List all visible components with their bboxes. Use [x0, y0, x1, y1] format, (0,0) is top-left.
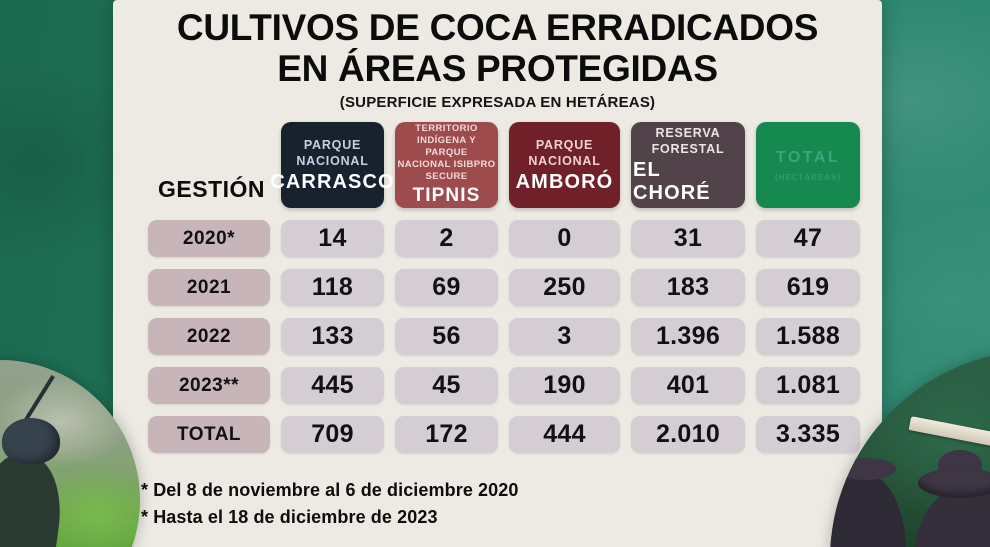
footnote-2023: * Hasta el 18 de diciembre de 2023: [141, 507, 438, 527]
cell-2022-carrasco: 133: [281, 318, 384, 355]
cell-total-amboro: 444: [509, 416, 620, 453]
cell-2023-amboro: 190: [509, 367, 620, 404]
column-header-carrasco-subtitle: PARQUE NACIONAL: [296, 137, 369, 168]
column-header-total-title: TOTAL: [775, 149, 841, 167]
cell-2022-total: 1.588: [756, 318, 860, 355]
cell-total-carrasco: 709: [281, 416, 384, 453]
cell-total-total: 3.335: [756, 416, 860, 453]
page-title-line-2: EN ÁREAS PROTEGIDAS: [277, 48, 718, 89]
row-header-label: GESTIÓN: [158, 176, 266, 202]
column-header-tipnis-title: TIPNIS: [412, 185, 481, 207]
worker-hat: [918, 468, 990, 498]
cell-2023-total: 1.081: [756, 367, 860, 404]
column-header-carrasco: PARQUE NACIONAL CARRASCO: [270, 122, 394, 208]
cell-2022-el-chore: 1.396: [631, 318, 745, 355]
cell-2022-tipnis: 56: [395, 318, 498, 355]
column-header-el-chore-title: EL CHORÉ: [633, 159, 711, 204]
row-label-2020: 2020*: [148, 220, 270, 257]
row-label-2022: 2022: [148, 318, 270, 355]
column-header-tipnis-subtitle: TERRITORIO INDÍGENA Y PARQUE NACIONAL IS…: [397, 122, 496, 183]
row-label-2021: 2021: [148, 269, 270, 306]
column-header-amboro-title: AMBORÓ: [515, 170, 614, 193]
cell-2021-total: 619: [756, 269, 860, 306]
cell-2021-tipnis: 69: [395, 269, 498, 306]
cell-2021-amboro: 250: [509, 269, 620, 306]
column-header-carrasco-title: CARRASCO: [270, 170, 395, 193]
cell-2020-amboro: 0: [509, 220, 620, 257]
cell-2022-amboro: 3: [509, 318, 620, 355]
footnotes: * Del 8 de noviembre al 6 de diciembre 2…: [141, 477, 518, 531]
worker-silhouette: [830, 474, 906, 547]
title-block: CULTIVOS DE COCA ERRADICADOS EN ÁREAS PR…: [113, 7, 882, 111]
column-header-amboro-subtitle: PARQUE NACIONAL: [528, 137, 601, 168]
column-header-total-subtitle: (HECTÁREAS): [774, 172, 842, 182]
cell-2020-el-chore: 31: [631, 220, 745, 257]
cell-2020-carrasco: 14: [281, 220, 384, 257]
cell-2020-tipnis: 2: [395, 220, 498, 257]
cell-2021-el-chore: 183: [631, 269, 745, 306]
cell-total-tipnis: 172: [395, 416, 498, 453]
soldier-silhouette: [0, 450, 69, 547]
cell-2020-total: 47: [756, 220, 860, 257]
footnote-2020: * Del 8 de noviembre al 6 de diciembre 2…: [141, 480, 519, 500]
cell-2023-el-chore: 401: [631, 367, 745, 404]
infographic-card: CULTIVOS DE COCA ERRADICADOS EN ÁREAS PR…: [113, 0, 882, 547]
cell-2021-carrasco: 118: [281, 269, 384, 306]
worker-hat: [836, 458, 896, 480]
column-header-el-chore-subtitle: RESERVA FORESTAL: [651, 126, 725, 156]
column-header-total: TOTAL (HECTÁREAS): [756, 122, 860, 208]
column-header-amboro: PARQUE NACIONAL AMBORÓ: [509, 122, 620, 208]
page-title-line-1: CULTIVOS DE COCA ERRADICADOS: [176, 7, 819, 48]
data-table: GESTIÓN PARQUE NACIONAL CARRASCO TERRITO…: [148, 122, 860, 453]
soldier-helmet: [2, 418, 60, 464]
cell-2023-tipnis: 45: [395, 367, 498, 404]
page-subtitle: (SUPERFICIE EXPRESADA EN HETÁREAS): [339, 94, 656, 111]
worker-silhouette: [914, 490, 990, 547]
row-label-2023: 2023**: [148, 367, 270, 404]
column-header-el-chore: RESERVA FORESTAL EL CHORÉ: [631, 122, 745, 208]
column-header-tipnis: TERRITORIO INDÍGENA Y PARQUE NACIONAL IS…: [395, 122, 498, 208]
row-label-total: TOTAL: [148, 416, 270, 453]
cell-total-el-chore: 2.010: [631, 416, 745, 453]
cell-2023-carrasco: 445: [281, 367, 384, 404]
